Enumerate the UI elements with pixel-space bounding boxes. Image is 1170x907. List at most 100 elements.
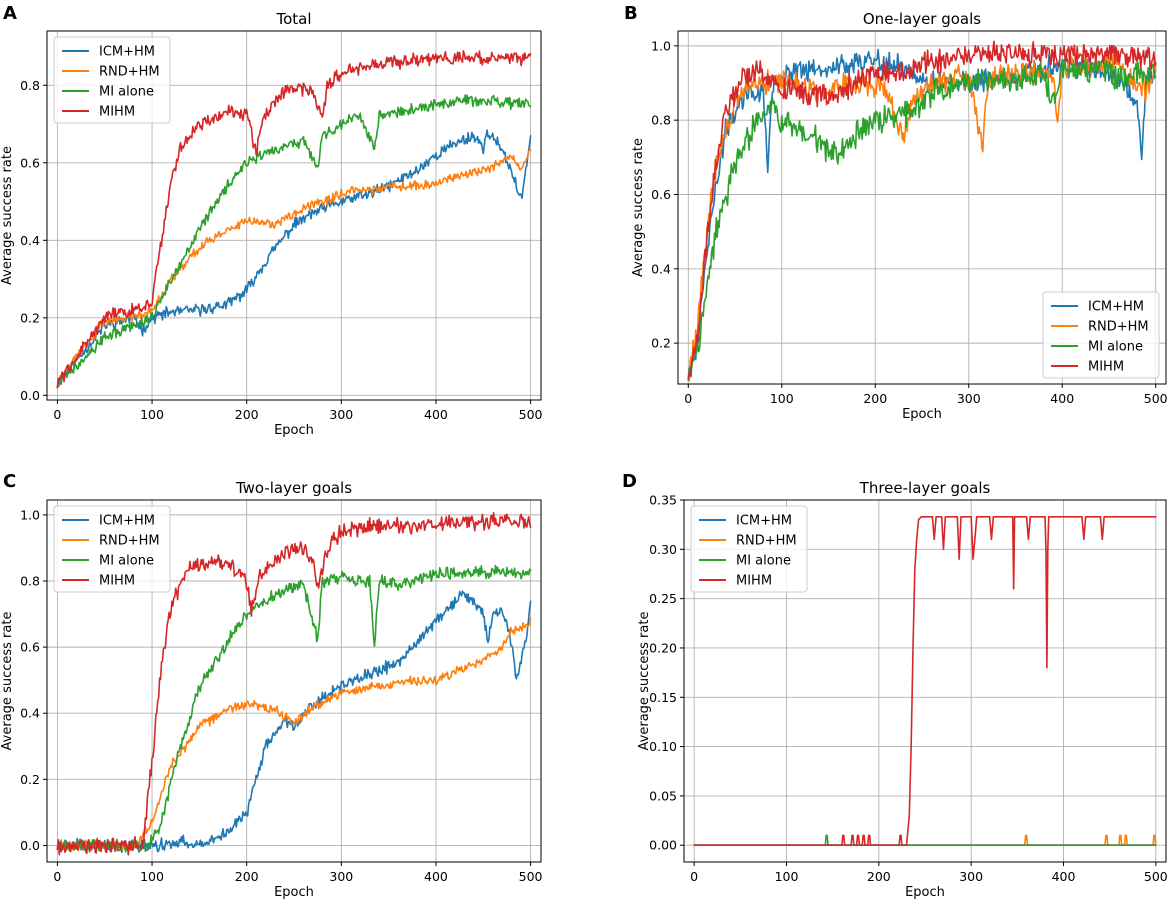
legend-label: RND+HM [736, 534, 797, 549]
legend-label: ICM+HM [1088, 300, 1144, 315]
x-tick-label: 300 [959, 869, 983, 884]
y-tick-label: 0.25 [649, 591, 677, 606]
x-tick-label: 400 [424, 869, 448, 884]
x-tick-label: 200 [235, 407, 259, 422]
legend-label: ICM+HM [99, 45, 155, 60]
y-tick-label: 0.6 [651, 187, 671, 202]
x-tick-label: 100 [140, 407, 164, 422]
x-tick-label: 0 [684, 391, 692, 406]
y-tick-label: 0.10 [649, 739, 677, 754]
panel-b: B One-layer goals 0 100 200 300 400 500 0.2 0.4 0.… [624, 3, 1168, 422]
legend-label: MIHM [736, 574, 772, 589]
y-tick-label: 0.30 [649, 542, 677, 557]
legend: ICM+HM RND+HM MI alone MIHM [53, 36, 171, 124]
y-tick-label: 0.2 [20, 772, 40, 787]
x-tick-label: 100 [140, 869, 164, 884]
series-group [56, 511, 532, 856]
legend-box [53, 505, 171, 593]
legend-label: RND+HM [99, 65, 160, 80]
x-tick-label: 400 [1052, 869, 1076, 884]
y-tick-label: 1.0 [20, 507, 40, 522]
series-line-mi-alone [56, 94, 532, 388]
x-tick-label: 500 [519, 407, 543, 422]
y-axis-label: Average success rate [0, 146, 15, 285]
legend: ICM+HM RND+HM MI alone MIHM [690, 505, 808, 593]
panel-c: C Two-layer goals 0 100 200 300 400 500 0.0 0.2 0.… [0, 471, 543, 900]
x-tick-label: 300 [329, 869, 353, 884]
y-axis-label: Average success rate [631, 138, 646, 277]
x-tick-label: 500 [1144, 391, 1168, 406]
legend-box [690, 505, 808, 593]
legend-label: ICM+HM [736, 514, 792, 529]
y-tick-label: 0.8 [651, 113, 671, 128]
chart-title: Three-layer goals [859, 479, 991, 497]
panel-letter: A [3, 3, 17, 24]
series-line-rnd-hm [693, 834, 1157, 847]
legend-label: RND+HM [1088, 320, 1149, 335]
x-tick-label: 100 [775, 869, 799, 884]
x-tick-label: 500 [1144, 869, 1168, 884]
legend-label: MIHM [1088, 360, 1124, 375]
legend: ICM+HM RND+HM MI alone MIHM [1042, 291, 1160, 379]
y-tick-label: 0.4 [20, 233, 40, 248]
series-line-mihm [56, 50, 532, 389]
series-line-rnd-hm [56, 617, 532, 852]
series-group [693, 515, 1157, 847]
x-tick-label: 0 [53, 407, 61, 422]
legend-label: RND+HM [99, 534, 160, 549]
x-tick-label: 200 [235, 869, 259, 884]
plot-frame [677, 30, 1167, 385]
y-axis-label: Average success rate [0, 612, 15, 751]
series-group [56, 50, 532, 389]
y-axis-label: Average success rate [637, 612, 652, 751]
series-line-mi-alone [693, 834, 1157, 847]
y-tick-label: 0.20 [649, 640, 677, 655]
series-group [687, 40, 1157, 382]
y-tick-label: 0.05 [649, 788, 677, 803]
chart-title: One-layer goals [863, 10, 981, 28]
x-tick-label: 300 [329, 407, 353, 422]
series-line-mi-alone [687, 57, 1157, 381]
panel-a: A Total 0 100 200 300 400 500 0.0 0.2 0.4 0.6 0.8 Epo… [0, 3, 543, 438]
y-tick-label: 0.8 [20, 573, 40, 588]
y-tick-label: 0.6 [20, 155, 40, 170]
series-line-rnd-hm [56, 148, 532, 388]
y-tick-label: 0.15 [649, 690, 677, 705]
x-tick-label: 300 [957, 391, 981, 406]
y-tick-label: 0.35 [649, 493, 677, 508]
y-tick-label: 0.0 [20, 388, 40, 403]
legend-label: MI alone [99, 85, 154, 100]
legend-label: MIHM [99, 105, 135, 120]
legend-label: MIHM [99, 574, 135, 589]
x-axis-label: Epoch [902, 407, 942, 422]
y-tick-label: 0.6 [20, 640, 40, 655]
x-tick-label: 0 [53, 869, 61, 884]
legend-label: MI alone [1088, 340, 1143, 355]
plot-frame [46, 30, 542, 401]
x-tick-label: 200 [867, 869, 891, 884]
y-tick-label: 1.0 [651, 38, 671, 53]
series-line-mi-alone [56, 564, 532, 853]
series-line-mihm [56, 511, 532, 856]
y-tick-label: 0.4 [651, 261, 671, 276]
x-tick-label: 200 [863, 391, 887, 406]
legend-label: MI alone [99, 554, 154, 569]
legend-box [1042, 291, 1160, 379]
plot-frame [46, 499, 542, 863]
panel-d: D Three-layer goals 0 100 200 300 400 500 0.00 0.… [622, 471, 1168, 900]
chart-title: Two-layer goals [235, 479, 352, 497]
legend-label: ICM+HM [99, 514, 155, 529]
plot-frame [683, 499, 1167, 863]
legend: ICM+HM RND+HM MI alone MIHM [53, 505, 171, 593]
y-tick-label: 0.2 [651, 336, 671, 351]
x-tick-label: 400 [424, 407, 448, 422]
y-tick-label: 0.2 [20, 310, 40, 325]
y-tick-label: 0.8 [20, 78, 40, 93]
y-tick-label: 0.00 [649, 838, 677, 853]
x-axis-label: Epoch [274, 423, 314, 438]
x-tick-label: 0 [690, 869, 698, 884]
x-tick-label: 100 [770, 391, 794, 406]
x-axis-label: Epoch [274, 885, 314, 900]
series-line-icm-hm [56, 129, 532, 388]
